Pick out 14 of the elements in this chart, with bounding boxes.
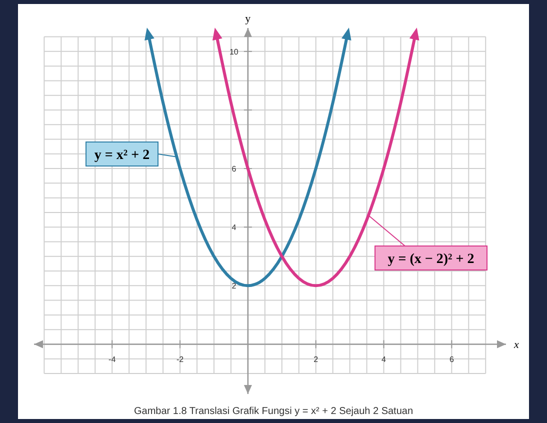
y-tick-label: 10 (229, 47, 239, 56)
x-tick-label: -2 (176, 355, 184, 364)
x-tick-label: 2 (314, 355, 319, 364)
annotation: y = x² + 2 (94, 148, 150, 163)
y-tick-label: 6 (232, 164, 237, 174)
x-tick-label: 4 (382, 355, 387, 364)
x-tick-label: 6 (449, 355, 454, 364)
y-axis-title: y (245, 13, 252, 25)
x-tick-label: -4 (108, 355, 116, 364)
text: Gambar 1.8 Translasi Grafik Fungsi y = x² + 2 Sejauh 2 Satuan (134, 406, 414, 417)
annotation: y = (x − 2)² + 2 (388, 252, 474, 267)
x-axis-title: x (513, 339, 519, 352)
y-tick-label: 2 (232, 282, 237, 291)
y-tick-label: 4 (232, 223, 237, 232)
